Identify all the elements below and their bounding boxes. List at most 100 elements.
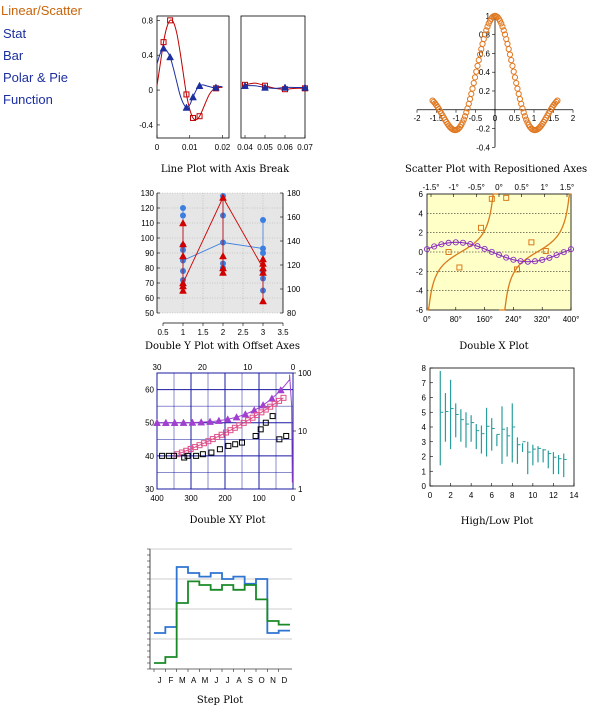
y-tick-label: -4: [416, 287, 424, 296]
data-point: [515, 90, 522, 98]
x-tick-label: 10: [528, 491, 537, 500]
sin-marker: [510, 256, 517, 263]
x-tick-label-bottom: 320°: [534, 315, 551, 324]
nav-bar[interactable]: Bar: [3, 48, 24, 63]
data-point: [179, 239, 187, 248]
data-point: [505, 46, 512, 53]
data-point: [196, 113, 203, 120]
x-tick-label-top: 0°: [495, 183, 503, 192]
data-point: [190, 114, 196, 121]
x-tick-label: -0.5: [469, 114, 483, 123]
y-tick-label-left: 30: [145, 485, 154, 494]
y-tick-label: 0: [149, 86, 154, 95]
chart-caption: Double X Plot: [459, 341, 529, 352]
chart-caption: High/Low Plot: [460, 516, 534, 527]
sin-marker: [517, 258, 524, 265]
x-tick-label: 3: [261, 328, 266, 337]
x-tick-label: 1: [532, 114, 537, 123]
data-point: [500, 27, 507, 34]
black-marker: [252, 432, 259, 439]
y-tick-label-left: 40: [145, 452, 154, 461]
y-tick-label: 0: [419, 248, 424, 257]
data-point: [260, 217, 266, 223]
sin-marker: [495, 251, 503, 258]
y-tick-label: 3: [422, 438, 427, 447]
x-tick-label: 1.5: [197, 328, 209, 337]
x-tick-label-bottom: 100: [252, 494, 266, 503]
y-tick-label: 1: [422, 467, 427, 476]
x-tick-label: 0.5: [157, 328, 169, 337]
y-tick-label: 4: [419, 209, 424, 218]
double-x-panel: 6 4 2 0 -2 -4 -6 0° 80° 160° 240° 320° 400° -1.5° -1° -…: [405, 180, 583, 355]
scatter-repositioned-panel: -2 -1.5 -1 -0.5 0 0.5 1 1.5 2 1 0.8 0.6 0.4 0.2 -0.2 -0…: [405, 10, 587, 180]
nav-function[interactable]: Function: [3, 92, 53, 107]
data-point: [219, 268, 227, 276]
black-marker: [159, 452, 166, 459]
x-tick-label: A: [191, 676, 197, 685]
x-tick-label: S: [248, 676, 253, 685]
y-tick-label-left: 50: [145, 419, 154, 428]
purple-marker: [276, 385, 285, 394]
data-point: [180, 205, 186, 211]
nav-stat[interactable]: Stat: [3, 26, 27, 41]
tan-marker: [503, 194, 510, 201]
pink-marker: [187, 445, 194, 452]
data-point: [469, 85, 476, 92]
pink-series-line: [177, 397, 284, 455]
tan-series-line: [427, 193, 499, 311]
sin-marker: [524, 258, 531, 265]
chart-caption: Double Y Plot with Offset Axes: [145, 341, 300, 352]
y-tick-label: 5: [422, 408, 427, 417]
data-point: [520, 109, 527, 116]
x-tick-label: 14: [570, 491, 579, 500]
data-point: [166, 52, 175, 61]
data-point: [211, 83, 220, 91]
y-tick-label-right: 120: [287, 261, 301, 270]
sin-marker: [438, 241, 445, 248]
line-axis-break-chart: 0.8 0.4 0 -0.4 0 0.01 0.02 0.04 0.05 0.06 0.07: [139, 15, 313, 152]
x-tick-label: A: [236, 676, 242, 685]
y-tick-label: 1: [486, 12, 491, 21]
nav-polar-pie[interactable]: Polar & Pie: [3, 70, 69, 85]
x-tick-label-top: 30: [153, 363, 162, 372]
y-tick-label: 0.8: [479, 31, 491, 40]
nav-linear-scatter[interactable]: Linear/Scatter: [1, 3, 82, 18]
green-step-line: [154, 580, 290, 664]
tan-marker: [478, 224, 484, 231]
y-tick-label: 8: [422, 364, 427, 373]
x-tick-label-top: -0.5°: [468, 183, 485, 192]
tan-series-line: [499, 193, 571, 311]
data-point: [260, 245, 266, 252]
sin-marker: [553, 252, 560, 259]
sin-marker: [467, 241, 474, 248]
x-tick-label: 2: [571, 114, 576, 123]
y-tick-label: -6: [416, 306, 424, 315]
black-marker: [208, 449, 215, 456]
x-tick-label: 2: [221, 328, 226, 337]
x-tick-label: J: [214, 676, 218, 685]
x-tick-label: J: [158, 676, 162, 685]
sin-marker: [560, 249, 567, 256]
x-tick-label: -1: [452, 114, 460, 123]
sin-marker: [546, 254, 553, 261]
pink-marker: [174, 451, 181, 458]
sin-marker: [503, 254, 510, 261]
y-tick-label: 0.4: [142, 51, 154, 60]
data-point: [519, 105, 526, 112]
black-marker: [276, 436, 283, 443]
data-point: [508, 57, 515, 64]
data-point: [475, 57, 482, 64]
sin-marker: [567, 246, 575, 253]
x-tick-label-bottom: 400°: [563, 315, 580, 324]
chart-caption: Double XY Plot: [189, 515, 266, 526]
y-tick-label: 120: [141, 204, 155, 213]
x-tick-label-bottom: 300: [184, 494, 198, 503]
x-tick-label-top: 10: [243, 363, 252, 372]
x-tick-label-top: -1°: [449, 183, 459, 192]
data-point: [510, 68, 517, 75]
sin-marker: [431, 243, 438, 250]
y-tick-label-right: 100: [298, 369, 312, 378]
